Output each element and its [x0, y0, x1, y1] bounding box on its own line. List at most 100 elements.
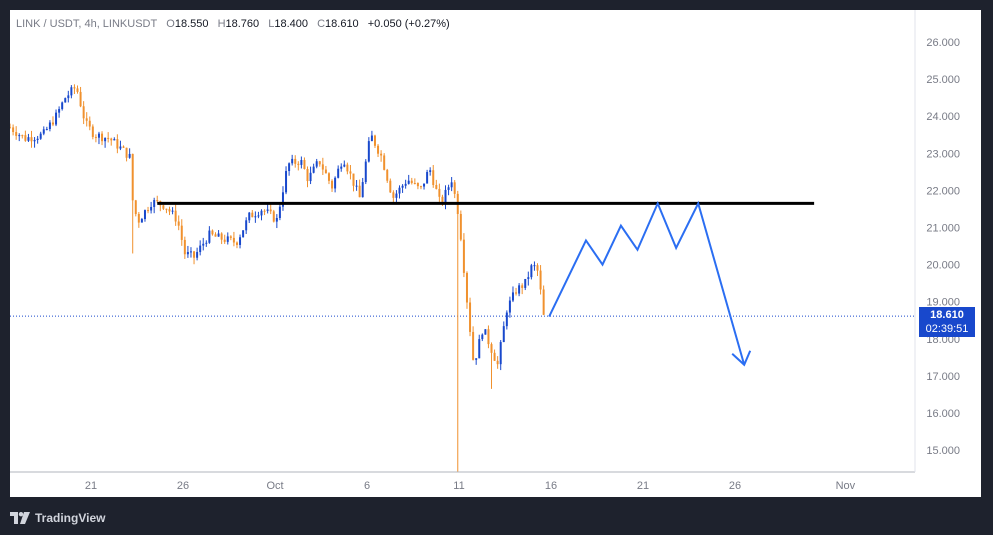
current-price-label: 18.610 02:39:51	[919, 307, 975, 337]
candle-body	[15, 132, 18, 136]
y-tick-label: 24.000	[926, 111, 960, 123]
candle-body	[321, 164, 324, 170]
candle-body	[441, 196, 444, 204]
candle-body	[462, 239, 465, 273]
candle-body	[324, 169, 327, 174]
candle-body	[533, 265, 536, 267]
candle-body	[447, 187, 450, 190]
candle-body	[193, 251, 196, 258]
candle-body	[107, 137, 110, 139]
candle-body	[248, 212, 251, 221]
candle-body	[272, 211, 275, 222]
candle-body	[407, 180, 410, 184]
candle-body	[202, 243, 205, 246]
candle-body	[116, 139, 119, 149]
projection-path[interactable]	[548, 200, 746, 366]
candle-body	[242, 230, 245, 238]
x-tick-label: 26	[177, 480, 189, 492]
candle-body	[177, 221, 180, 226]
y-tick-label: 25.000	[926, 74, 960, 86]
close-value: 18.610	[325, 18, 359, 30]
candle-body	[97, 133, 100, 138]
candle-body	[186, 252, 189, 255]
candle-body	[245, 220, 248, 231]
candle-body	[91, 126, 94, 137]
candle-body	[309, 172, 312, 182]
candle-body	[76, 88, 79, 92]
candle-body	[189, 251, 192, 253]
y-tick-label: 16.000	[926, 408, 960, 420]
open-value: 18.550	[174, 18, 209, 30]
y-tick-label: 23.000	[926, 148, 960, 160]
candle-body	[150, 206, 153, 211]
candle-body	[257, 215, 260, 217]
candle-body	[306, 168, 309, 182]
candle-body	[30, 137, 33, 142]
drawings[interactable]	[157, 200, 815, 367]
x-axis[interactable]: 21 26 Oct 6 11 16 21 26 Nov	[85, 480, 856, 492]
y-tick-label: 22.000	[926, 185, 960, 197]
candle-body	[370, 135, 373, 142]
projection-arrowhead[interactable]	[731, 350, 752, 367]
candle-body	[453, 182, 456, 194]
candle-body	[214, 234, 217, 237]
candle-body	[502, 326, 505, 343]
candle-body	[459, 213, 462, 240]
candle-body	[88, 120, 91, 127]
x-tick-label: 26	[729, 480, 741, 492]
candle-body	[285, 171, 288, 193]
candle-body	[156, 200, 159, 202]
candle-body	[340, 166, 343, 169]
candle-body	[153, 200, 156, 207]
candle-body	[312, 166, 315, 173]
candle-body	[327, 173, 330, 181]
y-axis[interactable]: 15.00016.00017.00018.00019.00020.00021.0…	[926, 37, 960, 457]
candle-body	[505, 312, 508, 327]
candle-body	[511, 292, 514, 301]
chart-area[interactable]: 15.000 16.000 17.000 18.000 19.000 20.000 21.0…	[10, 10, 981, 497]
candle-body	[294, 158, 297, 164]
candle-body	[484, 329, 487, 335]
candle-body	[67, 95, 70, 99]
candle-body	[539, 270, 542, 290]
candle-body	[527, 277, 530, 279]
candle-body	[251, 212, 254, 218]
candle-body	[300, 160, 303, 165]
candle-body	[51, 122, 54, 125]
candle-body	[469, 302, 472, 332]
candle-body	[331, 180, 334, 189]
candle-body	[205, 242, 208, 244]
candle-body	[487, 329, 490, 345]
candle-body	[472, 331, 475, 360]
candle-body	[101, 133, 104, 142]
candle-body	[515, 292, 518, 294]
candle-body	[58, 109, 61, 113]
candle-body	[226, 236, 229, 242]
candle-body	[85, 118, 88, 121]
candle-body	[518, 285, 521, 294]
candle-body	[389, 180, 392, 193]
brand-name[interactable]: TradingView	[35, 511, 106, 525]
price-chart[interactable]: 15.00016.00017.00018.00019.00020.00021.0…	[10, 10, 981, 497]
candle-body	[39, 133, 42, 139]
candles	[10, 84, 545, 473]
candle-body	[48, 122, 51, 130]
candle-body	[64, 98, 67, 103]
x-tick-label: 21	[85, 480, 97, 492]
candle-body	[137, 214, 140, 223]
y-tick-label: 15.000	[926, 445, 960, 457]
candle-body	[174, 210, 177, 222]
tradingview-logo-icon[interactable]	[10, 512, 30, 524]
candle-body	[122, 146, 125, 148]
candle-body	[419, 186, 422, 188]
y-tick-label: 26.000	[926, 37, 960, 49]
candle-body	[220, 233, 223, 240]
candle-body	[36, 138, 39, 140]
candle-body	[343, 164, 346, 167]
candle-body	[110, 138, 113, 141]
candle-body	[211, 230, 214, 235]
candle-body	[278, 206, 281, 219]
candle-body	[392, 192, 395, 198]
candle-body	[229, 236, 232, 238]
candle-body	[266, 209, 269, 211]
